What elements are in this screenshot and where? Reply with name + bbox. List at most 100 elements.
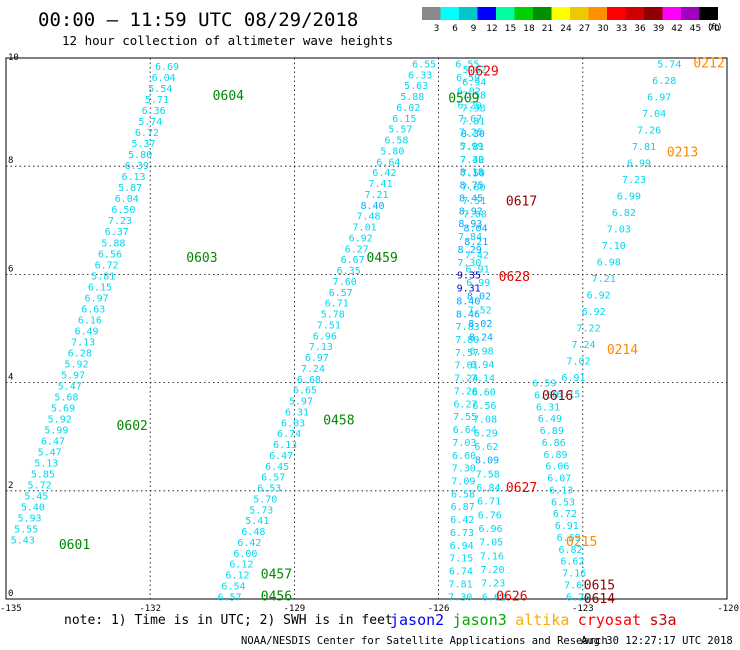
legend-swatch <box>422 7 441 20</box>
wave-height-label: 6.84 <box>476 483 500 494</box>
pass-labels: 0601 0602 0603 0604 0456 0457 0458 0459 0509 0626… <box>59 56 725 607</box>
wave-height-label: 6.82 <box>558 545 582 556</box>
wave-height-label: 6.49 <box>74 326 98 337</box>
wave-height-label: 6.53 <box>551 497 575 508</box>
wave-height-label: 7.41 <box>368 179 392 190</box>
legend-swatch <box>607 7 626 20</box>
wave-height-label: 5.37 <box>132 139 156 150</box>
wave-height-label: 5.74 <box>138 117 162 128</box>
wave-height-label: 5.45 <box>24 491 48 502</box>
legend-label: 33 <box>616 24 627 34</box>
wave-height-label: 6.63 <box>81 304 105 315</box>
wave-height-label: 5.99 <box>459 141 483 152</box>
wave-height-label: 6.13 <box>549 485 573 496</box>
wave-height-label: 6.92 <box>349 233 373 244</box>
wave-height-label: 6.86 <box>542 438 566 449</box>
wave-height-label: 8.45 <box>459 193 483 204</box>
pass-id-label: 0215 <box>566 535 597 550</box>
wave-height-label: 8.75 <box>459 181 483 192</box>
wave-height-label: 6.48 <box>241 527 265 538</box>
wave-height-label: 8.29 <box>458 245 482 256</box>
wave-height-label: 5.88 <box>400 92 424 103</box>
legend-swatch <box>681 7 700 20</box>
wave-height-label: 6.91 <box>561 373 585 384</box>
wave-height-label: 6.58 <box>451 489 475 500</box>
wave-height-label: 6.87 <box>451 502 475 513</box>
chart-subtitle: 12 hour collection of altimeter wave hei… <box>62 33 393 48</box>
pass-id-label: 0509 <box>448 92 479 107</box>
wave-height-label: 7.24 <box>301 364 325 375</box>
legend-swatch <box>440 7 459 20</box>
pass-id-label: 0629 <box>467 65 498 80</box>
satellite-name: altika <box>515 611 569 629</box>
wave-height-label: 6.15 <box>392 114 416 125</box>
legend-label: 39 <box>653 24 665 34</box>
wave-height-label: 6.72 <box>95 260 119 271</box>
wave-height-label: 6.04 <box>152 73 176 84</box>
wave-height-label: 6.06 <box>545 462 569 473</box>
wave-height-label: 5.68 <box>54 392 78 403</box>
legend-label: 3 <box>434 24 440 34</box>
wave-height-label: 6.49 <box>538 414 562 425</box>
legend-label: 36 <box>634 24 646 34</box>
wave-height-label: 6.39 <box>125 161 149 172</box>
wave-height-label: 8.92 <box>459 206 483 217</box>
wave-height-label: 6.50 <box>111 205 135 216</box>
wave-height-label: 7.58 <box>476 469 500 480</box>
satellite-name: cryosat <box>578 611 641 629</box>
wave-height-label: 8.18 <box>460 168 484 179</box>
legend-label: 9 <box>471 24 477 34</box>
wave-height-label: 6.94 <box>462 78 486 89</box>
wave-height-label: 6.57 <box>261 473 285 484</box>
wave-height-label: 6.47 <box>269 451 293 462</box>
wave-height-label: 8.40 <box>360 201 384 212</box>
wave-height-label: 5.47 <box>38 447 62 458</box>
wave-height-label: 5.69 <box>51 403 75 414</box>
wave-height-label: 8.40 <box>456 296 480 307</box>
wave-height-label: 7.67 <box>458 114 482 125</box>
wave-height-label: 5.74 <box>657 59 681 70</box>
wave-height-label: 7.02 <box>566 356 590 367</box>
wave-height-label: 6.28 <box>68 348 92 359</box>
wave-height-label: 8.46 <box>456 309 480 320</box>
wave-height-label: 6.71 <box>325 299 349 310</box>
pass-id-label: 0617 <box>506 194 537 209</box>
wave-height-label: 7.04 <box>642 109 666 120</box>
pass-id-label: 0616 <box>542 389 573 404</box>
wave-height-label: 6.36 <box>142 106 166 117</box>
wave-height-label: 7.55 <box>453 412 477 423</box>
wave-height-label: 6.15 <box>556 389 580 400</box>
wave-height-label: 5.72 <box>28 480 52 491</box>
pass-id-label: 0459 <box>367 251 398 266</box>
legend-swatch <box>699 7 718 20</box>
wave-height-label: 6.27 <box>453 399 477 410</box>
pass-id-label: 0604 <box>213 89 244 104</box>
wave-height-label: 7.10 <box>602 241 626 252</box>
legend-label: 6 <box>452 24 458 34</box>
wave-height-label: 7.50 <box>461 169 485 180</box>
wave-height-label: 6.98 <box>597 257 621 268</box>
wave-height-label: 7.03 <box>452 438 476 449</box>
legend-swatch <box>477 7 496 20</box>
wave-height-label: 7.09 <box>451 477 475 488</box>
y-tick-label: 0 <box>8 589 13 599</box>
wave-height-label: 5.43 <box>11 535 35 546</box>
wave-height-label: 5.81 <box>91 271 115 282</box>
wave-height-label: 6.72 <box>135 128 159 139</box>
wave-height-label: 6.60 <box>472 387 496 398</box>
wave-height-label: 6.42 <box>450 515 474 526</box>
wave-height-label: 6.16 <box>78 315 102 326</box>
wave-height-label: 6.73 <box>450 528 474 539</box>
wave-height-label: 5.55 <box>14 524 38 535</box>
wave-height-label: 7.15 <box>449 554 473 565</box>
wave-height-label: 6.89 <box>540 426 564 437</box>
wave-height-label: 7.61 <box>455 361 479 372</box>
wave-height-label: 6.64 <box>376 157 400 168</box>
pass-id-label: 0627 <box>506 481 537 496</box>
wave-height-label: 6.89 <box>544 450 568 461</box>
satellite-legend: jason2 jason3 altika cryosat s3a <box>390 611 677 629</box>
x-tick-label: -126 <box>428 604 450 614</box>
wave-height-label: 6.97 <box>305 353 329 364</box>
wave-height-label: 7.25 <box>459 128 483 139</box>
legend-swatch <box>588 7 607 20</box>
